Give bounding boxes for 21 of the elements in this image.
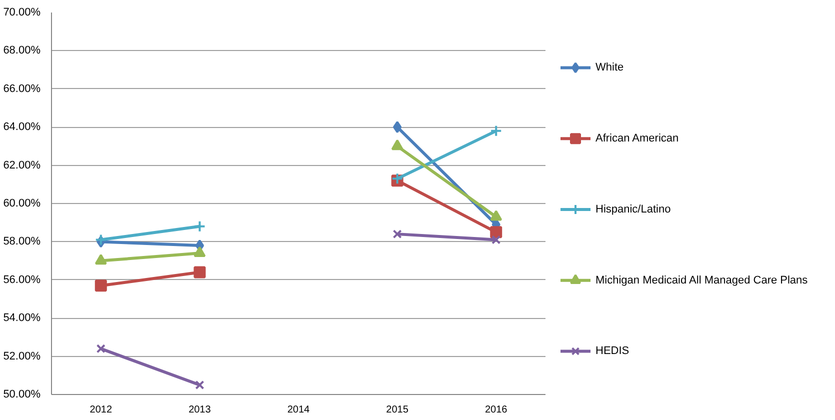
y-tick-label: 66.00% (3, 82, 41, 95)
legend-label: White (596, 62, 624, 74)
x-tick-label: 2016 (484, 404, 508, 416)
x-tick-label: 2014 (287, 404, 310, 416)
y-tick-label: 68.00% (3, 44, 41, 57)
legend-label: HEDIS (596, 345, 630, 358)
y-tick-label: 58.00% (3, 236, 41, 248)
y-tick-label: 54.00% (3, 312, 41, 324)
y-tick-label: 50.00% (3, 388, 41, 400)
x-tick-label: 2012 (90, 404, 112, 416)
y-tick-label: 60.00% (3, 198, 41, 210)
legend-label: Hispanic/Latino (596, 203, 671, 216)
y-tick-label: 70.00% (3, 6, 41, 18)
y-tick-label: 56.00% (3, 274, 41, 286)
x-tick-label: 2015 (386, 404, 409, 416)
y-tick-label: 52.00% (3, 350, 41, 362)
legend-label: African American (596, 132, 679, 145)
legend-label: Michigan Medicaid All Managed Care Plans (596, 274, 808, 286)
x-tick-label: 2013 (188, 404, 212, 416)
y-tick-label: 64.00% (3, 121, 41, 134)
y-tick-label: 62.00% (3, 159, 41, 172)
